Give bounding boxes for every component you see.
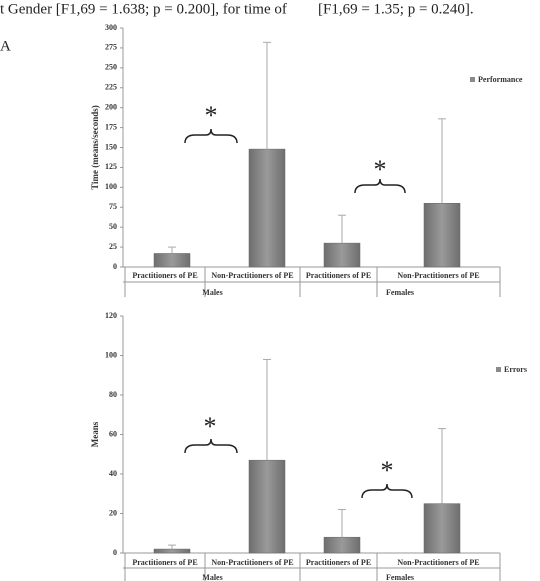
x-tick-label: Non-Practitioners of PE [397, 558, 479, 567]
group-label: Males [202, 288, 222, 297]
y-tick-label: 25 [109, 242, 117, 251]
group-label: Males [202, 573, 222, 581]
brace [354, 178, 406, 194]
bar [423, 503, 461, 554]
y-tick-label: 40 [109, 469, 117, 478]
y-tick-label: 0 [113, 548, 117, 557]
y-tick-label: 50 [109, 222, 117, 231]
brace [361, 483, 413, 499]
x-tick-label: Practitioners of PE [306, 558, 371, 567]
significance-star: * [205, 101, 218, 130]
bar [153, 548, 191, 554]
legend-label: Errors [504, 365, 527, 374]
y-axis-label: Means [90, 421, 100, 447]
y-tick-label: 200 [105, 102, 117, 111]
y-tick-label: 300 [105, 23, 117, 32]
x-tick-label: Practitioners of PE [132, 271, 197, 280]
x-tick-label: Non-Practitioners of PE [211, 558, 293, 567]
bar [323, 536, 361, 554]
y-tick-label: 125 [105, 162, 117, 171]
bar [423, 203, 461, 268]
y-tick-label: 175 [105, 122, 117, 131]
significance-star: * [204, 412, 217, 441]
group-label: Females [386, 573, 414, 581]
legend-swatch [496, 367, 501, 372]
y-tick-label: 75 [109, 202, 117, 211]
bar [323, 242, 361, 268]
group-label: Females [386, 288, 414, 297]
x-tick-label: Non-Practitioners of PE [211, 271, 293, 280]
y-tick-label: 150 [105, 142, 117, 151]
y-tick-label: 120 [105, 311, 117, 320]
y-tick-label: 80 [109, 390, 117, 399]
bar [248, 148, 286, 268]
y-tick-label: 100 [105, 350, 117, 359]
significance-star: * [381, 456, 394, 485]
x-tick-label: Practitioners of PE [306, 271, 371, 280]
y-tick-label: 225 [105, 83, 117, 92]
y-tick-label: 20 [109, 508, 117, 517]
x-tick-label: Practitioners of PE [132, 558, 197, 567]
y-tick-label: 60 [109, 429, 117, 438]
bar [153, 253, 191, 268]
bar [248, 459, 286, 554]
brace [184, 128, 238, 144]
brace [184, 438, 238, 454]
y-tick-label: 100 [105, 182, 117, 191]
y-tick-label: 275 [105, 43, 117, 52]
y-tick-label: 0 [113, 262, 117, 271]
x-tick-label: Non-Practitioners of PE [397, 271, 479, 280]
legend-label: Performance [478, 75, 523, 84]
text-line: t Gender [F1,69 = 1.638; p = 0.200], for… [0, 1, 287, 17]
text-line: [F1,69 = 1.35; p = 0.240]. [318, 1, 474, 17]
legend-swatch [470, 77, 475, 82]
y-axis-label: Time (means/seconds) [90, 105, 100, 190]
y-tick-label: 250 [105, 63, 117, 72]
significance-star: * [374, 155, 387, 184]
panel-label: A [0, 38, 11, 54]
